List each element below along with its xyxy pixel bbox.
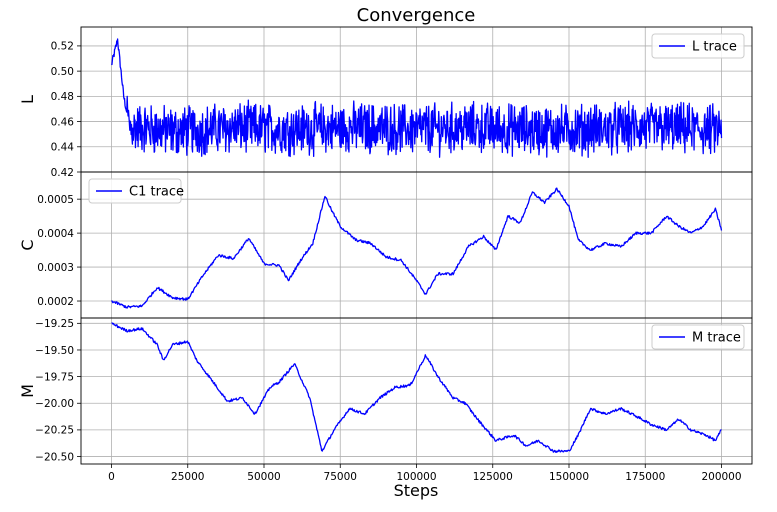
x-tick-label: 75000 [324,471,357,483]
chart-title: Convergence [357,5,476,26]
y-tick-label: −20.25 [35,425,74,437]
series-line-C [111,187,723,309]
y-tick-label: 0.0003 [37,262,74,274]
y-tick-label: 0.52 [51,41,74,53]
x-tick-label: 200000 [701,471,741,483]
y-tick-label: 0.0005 [37,194,74,206]
y-tick-label: 0.50 [51,66,74,78]
legend-box-L [651,33,745,59]
series-line-M [111,322,722,453]
y-tick-label: −19.75 [35,371,74,383]
y-tick-label: 0.48 [51,91,74,103]
y-tick-label: 0.0004 [37,228,74,240]
x-tick-label: 175000 [625,471,665,483]
x-tick-label: 100000 [396,471,436,483]
y-tick-label: −20.50 [35,451,74,463]
x-tick-label: 125000 [473,471,513,483]
x-axis-label: Steps [394,481,439,500]
series-line-L [110,38,723,158]
y-tick-label: −20.00 [35,398,74,410]
y-axis-label-L: L [18,95,37,104]
legend-label-C: C1 trace [129,185,184,200]
y-tick-label: −19.50 [35,345,74,357]
panel-L: 0.42 0.44 0.46 0.48 0.50 0.52 L L trace [18,26,753,179]
y-tick-label: 0.42 [51,167,74,179]
legend-label-L: L trace [692,40,737,55]
x-tick-label: 50000 [247,471,280,483]
legend-label-M: M trace [692,331,741,346]
x-tick-label: 150000 [549,471,589,483]
panel-M: −20.50 −20.25 −20.00 −19.75 −19.50 −19.25 M M t… [18,317,753,465]
panel-C: 0.0002 0.0003 0.0004 0.0005 C C1 trace [18,171,753,319]
y-axis-label-M: M [18,384,37,398]
x-tick-label: 25000 [171,471,204,483]
y-axis-label-C: C [18,239,37,250]
legend-box-M [651,324,745,350]
legend-box-C [88,178,182,204]
y-tick-label: 0.44 [51,142,75,154]
y-tick-label: 0.46 [51,116,75,128]
x-tick-label: 0 [108,471,115,483]
y-tick-label: −19.25 [35,318,74,330]
y-tick-label: 0.0002 [37,296,74,308]
